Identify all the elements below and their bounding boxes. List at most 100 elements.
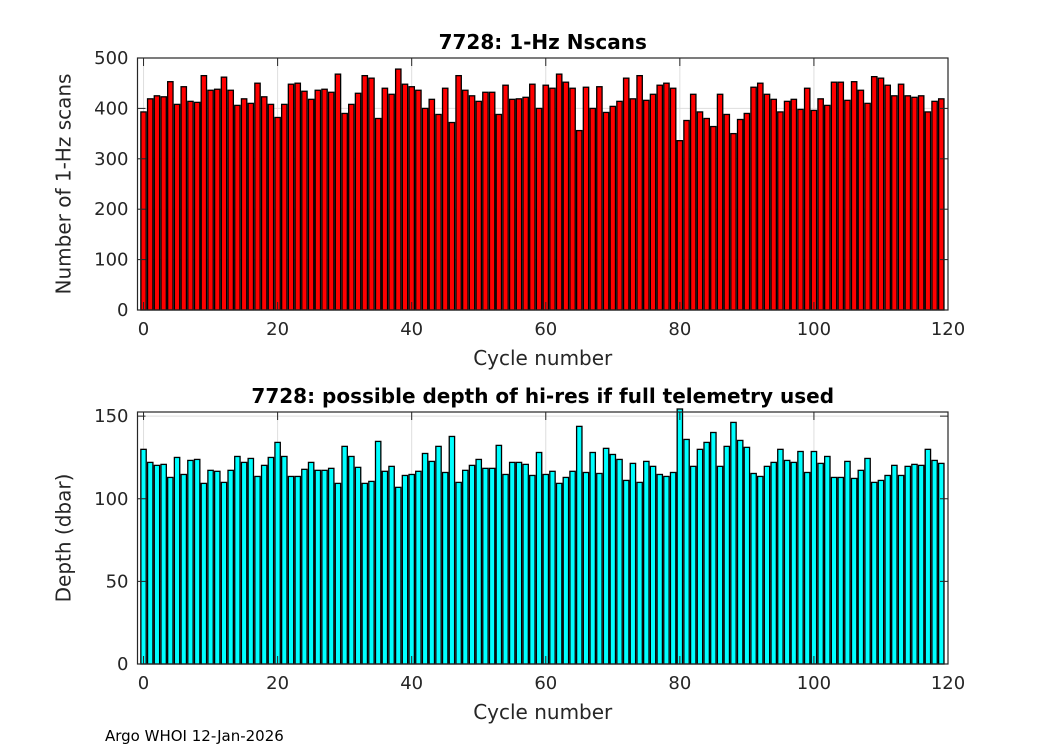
bar (408, 473, 416, 665)
bar (569, 87, 576, 311)
bar (582, 471, 590, 665)
bar (790, 461, 798, 665)
x-tick-label: 120 (931, 319, 965, 340)
bar (193, 101, 201, 311)
bar (160, 463, 167, 665)
bar (502, 473, 509, 665)
bar (220, 481, 228, 665)
bar (321, 88, 328, 311)
bar (810, 450, 818, 665)
bar (173, 456, 181, 665)
bar (710, 431, 717, 665)
bar (730, 132, 737, 311)
y-axis-label: Depth (dbar) (52, 474, 76, 603)
bar (904, 465, 912, 665)
bar (817, 462, 824, 665)
bar (830, 476, 838, 665)
bar (388, 93, 395, 311)
bar (891, 95, 898, 311)
x-tick-label: 80 (668, 673, 691, 694)
bar (622, 77, 630, 311)
bar (924, 448, 932, 665)
bar (535, 451, 543, 665)
bar (756, 82, 764, 311)
bar (495, 444, 503, 665)
bar (636, 481, 643, 665)
bar (515, 98, 523, 311)
y-tick-label: 200 (94, 199, 128, 220)
y-tick-label: 400 (94, 98, 128, 119)
bar (401, 83, 409, 311)
bar (381, 470, 389, 665)
bar (763, 93, 771, 311)
bar (529, 83, 536, 311)
bar (669, 87, 677, 311)
bar (569, 470, 576, 665)
bar (187, 100, 194, 311)
bar (582, 86, 590, 311)
axes-frame (136, 57, 949, 311)
bar (173, 103, 181, 311)
bar (401, 474, 409, 665)
y-tick-label: 100 (94, 489, 128, 510)
bar (153, 464, 161, 665)
bar (696, 448, 704, 665)
bar (750, 86, 757, 311)
bar (354, 92, 362, 311)
bar (307, 98, 315, 311)
bar (602, 447, 610, 665)
bar (240, 98, 248, 311)
bar (240, 461, 248, 665)
bar (200, 482, 208, 665)
bar (589, 107, 597, 311)
bar (334, 73, 342, 311)
bar (421, 452, 429, 665)
bar (415, 89, 422, 311)
bar (274, 116, 281, 311)
bar (374, 440, 382, 665)
bar (663, 475, 670, 665)
bar (314, 469, 322, 665)
bar (870, 75, 878, 311)
bar (153, 95, 161, 311)
x-tick-label: 20 (266, 319, 289, 340)
bar (723, 113, 731, 311)
bar (421, 107, 429, 311)
bar (676, 408, 684, 665)
chart-title: 7728: possible depth of hi-res if full t… (251, 384, 834, 408)
bar (475, 100, 483, 311)
bar (797, 108, 804, 311)
bar (502, 84, 509, 311)
bar (488, 91, 496, 311)
bar (260, 464, 268, 665)
bar (294, 82, 302, 311)
bar (348, 455, 355, 665)
bar (260, 96, 268, 311)
bar (180, 473, 188, 665)
bar (247, 457, 255, 665)
bar (287, 83, 295, 311)
bar (723, 445, 731, 665)
bar (790, 98, 798, 311)
bar (549, 470, 556, 665)
bar (857, 89, 865, 311)
x-tick-label: 0 (138, 319, 149, 340)
bar (797, 450, 804, 665)
bar (931, 459, 938, 665)
bar (663, 82, 670, 311)
bar (864, 457, 871, 665)
bar (837, 476, 845, 665)
x-tick-label: 0 (138, 673, 149, 694)
bar (542, 84, 550, 311)
bar (656, 84, 664, 311)
bar (783, 459, 791, 665)
bar (213, 470, 221, 665)
bar (280, 103, 288, 311)
bar (254, 82, 261, 311)
x-tick-label: 60 (534, 673, 557, 694)
bar (897, 83, 905, 311)
bar (575, 129, 583, 311)
bar (562, 81, 570, 311)
bar (415, 470, 422, 665)
bar (428, 460, 436, 665)
